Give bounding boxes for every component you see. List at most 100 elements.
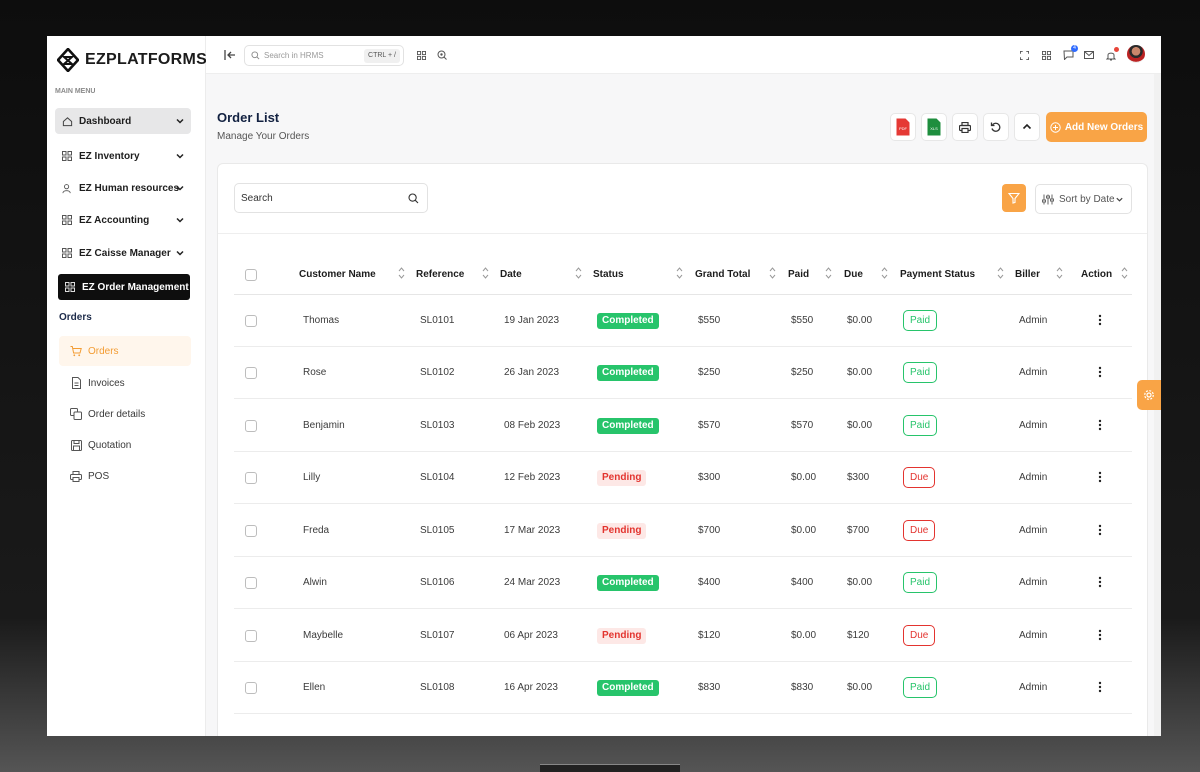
row-checkbox[interactable]: [245, 472, 257, 484]
logo-icon: [57, 48, 79, 72]
chevron-up-icon: [1022, 123, 1032, 130]
status-badge: Pending: [597, 628, 647, 644]
sidebar-subitem-pos[interactable]: POS: [59, 461, 191, 491]
sort-icon[interactable]: [1121, 266, 1128, 280]
sort-icon[interactable]: [398, 266, 405, 280]
customer-name-cell: Maybelle: [303, 630, 344, 641]
sidebar-subitem-label: Invoices: [88, 377, 125, 389]
sort-icon[interactable]: [482, 266, 489, 280]
select-all-checkbox[interactable]: [245, 269, 257, 281]
column-header-date[interactable]: Date: [500, 269, 522, 280]
column-header-status[interactable]: Status: [593, 269, 624, 280]
refresh-button[interactable]: [983, 113, 1009, 141]
apps-icon[interactable]: [1039, 48, 1053, 62]
sort-icon[interactable]: [881, 266, 888, 280]
grand-total-cell: $400: [698, 577, 721, 588]
sidebar-subitem-invoices[interactable]: Invoices: [59, 368, 191, 398]
table-row[interactable]: Ellen SL0108 16 Apr 2023 Completed $830 …: [234, 662, 1132, 714]
printer-icon: [70, 470, 82, 482]
theme-settings-button[interactable]: [1137, 380, 1161, 410]
more-vertical-icon[interactable]: [1098, 314, 1102, 326]
row-checkbox[interactable]: [245, 420, 257, 432]
avatar[interactable]: [1127, 45, 1145, 63]
sort-icon[interactable]: [825, 266, 832, 280]
sidebar-item-ez-inventory[interactable]: EZ Inventory: [55, 143, 191, 169]
fullscreen-icon[interactable]: [1017, 48, 1031, 62]
table-row[interactable]: Maybelle SL0107 06 Apr 2023 Pending $120…: [234, 610, 1132, 662]
column-header-biller[interactable]: Biller: [1015, 269, 1041, 280]
column-header-reference[interactable]: Reference: [416, 269, 465, 280]
table-row[interactable]: Thomas SL0101 19 Jan 2023 Completed $550…: [234, 295, 1132, 347]
sort-icon[interactable]: [997, 266, 1004, 280]
paid-cell: $550: [791, 315, 814, 326]
more-vertical-icon[interactable]: [1098, 419, 1102, 431]
sidebar-subitem-quotation[interactable]: Quotation: [59, 430, 191, 460]
more-vertical-icon[interactable]: [1098, 629, 1102, 641]
global-search-input[interactable]: Search in HRMS CTRL + /: [244, 45, 404, 66]
grand-total-cell: $830: [698, 682, 721, 693]
more-vertical-icon[interactable]: [1098, 681, 1102, 693]
column-header-due[interactable]: Due: [844, 269, 863, 280]
sidebar-subitem-orders[interactable]: Orders: [59, 336, 191, 366]
print-button[interactable]: [952, 113, 978, 141]
sort-icon[interactable]: [769, 266, 776, 280]
paid-cell: $400: [791, 577, 814, 588]
column-header-customer-name[interactable]: Customer Name: [299, 269, 376, 280]
sidebar-subitem-order-details[interactable]: Order details: [59, 399, 191, 429]
search-input[interactable]: Search: [234, 183, 428, 213]
row-checkbox[interactable]: [245, 577, 257, 589]
refresh-icon: [990, 122, 1001, 132]
mail-icon[interactable]: [1082, 48, 1096, 62]
row-checkbox[interactable]: [245, 367, 257, 379]
collapse-button[interactable]: [1014, 113, 1040, 141]
more-vertical-icon[interactable]: [1098, 471, 1102, 483]
sort-icon[interactable]: [575, 266, 582, 280]
row-checkbox[interactable]: [245, 630, 257, 642]
row-checkbox[interactable]: [245, 315, 257, 327]
more-vertical-icon[interactable]: [1098, 576, 1102, 588]
row-checkbox[interactable]: [245, 682, 257, 694]
sort-by-date-select[interactable]: Sort by Date: [1035, 184, 1132, 214]
sidebar-item-ez-order-management[interactable]: EZ Order Management: [58, 274, 190, 300]
add-new-orders-button[interactable]: Add New Orders: [1046, 112, 1147, 142]
chevron-down-icon: [176, 185, 184, 191]
table-row[interactable]: Freda SL0105 17 Mar 2023 Pending $700 $0…: [234, 505, 1132, 557]
table-row[interactable]: Alwin SL0106 24 Mar 2023 Completed $400 …: [234, 557, 1132, 609]
chevron-down-icon: [176, 217, 184, 223]
export-pdf-button[interactable]: PDF: [890, 113, 916, 141]
grand-total-cell: $550: [698, 315, 721, 326]
apps-grid-icon[interactable]: [414, 48, 428, 62]
paid-cell: $0.00: [791, 630, 817, 641]
collapse-sidebar-icon[interactable]: [222, 47, 238, 63]
sidebar-item-ez-human-resources[interactable]: EZ Human resources: [55, 175, 191, 201]
sort-icon[interactable]: [1056, 266, 1063, 280]
orders-card: Search Sort by Date Customer Name Refere…: [217, 163, 1148, 736]
export-excel-button[interactable]: XLS: [921, 113, 947, 141]
sidebar-item-label: EZ Inventory: [79, 150, 140, 162]
column-header-payment-status[interactable]: Payment Status: [900, 269, 976, 280]
chat-icon[interactable]: 4: [1061, 45, 1078, 62]
sort-icon[interactable]: [676, 266, 683, 280]
payment-status-badge: Paid: [903, 362, 938, 383]
sidebar-item-ez-caisse-manager[interactable]: EZ Caisse Manager: [55, 240, 191, 266]
settings-search-icon[interactable]: [435, 48, 449, 62]
column-header-grand-total[interactable]: Grand Total: [695, 269, 751, 280]
date-cell: 06 Apr 2023: [504, 630, 558, 641]
biller-cell: Admin: [1019, 682, 1048, 693]
table-row[interactable]: Lilly SL0104 12 Feb 2023 Pending $300 $0…: [234, 452, 1132, 504]
biller-cell: Admin: [1019, 472, 1048, 483]
column-header-paid[interactable]: Paid: [788, 269, 810, 280]
logo[interactable]: EZPLATFORMS: [57, 44, 207, 76]
card-divider: [218, 233, 1147, 234]
sidebar-item-dashboard[interactable]: Dashboard: [55, 108, 191, 134]
bell-icon[interactable]: [1104, 47, 1119, 62]
more-vertical-icon[interactable]: [1098, 366, 1102, 378]
due-cell: $0.00: [847, 682, 873, 693]
more-vertical-icon[interactable]: [1098, 524, 1102, 536]
filter-button[interactable]: [1002, 184, 1026, 212]
date-cell: 24 Mar 2023: [504, 577, 561, 588]
table-row[interactable]: Rose SL0102 26 Jan 2023 Completed $250 $…: [234, 347, 1132, 399]
table-row[interactable]: Benjamin SL0103 08 Feb 2023 Completed $5…: [234, 400, 1132, 452]
sidebar-item-ez-accounting[interactable]: EZ Accounting: [55, 207, 191, 233]
row-checkbox[interactable]: [245, 525, 257, 537]
